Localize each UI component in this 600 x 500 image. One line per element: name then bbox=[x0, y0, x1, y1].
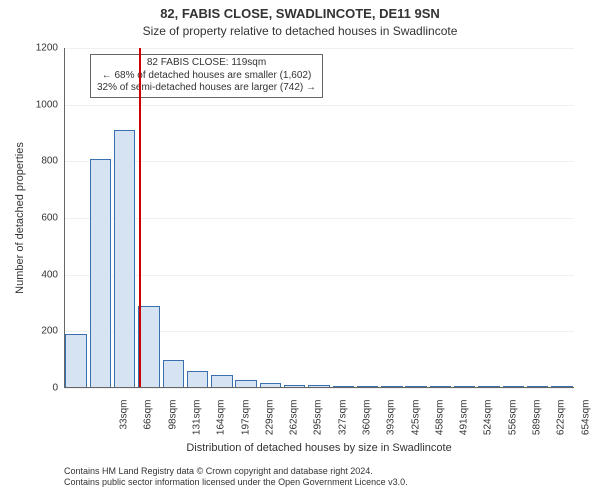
x-tick-label: 360sqm bbox=[362, 400, 373, 450]
footer-line1: Contains HM Land Registry data © Crown c… bbox=[64, 466, 408, 477]
histogram-bar bbox=[114, 130, 135, 388]
y-tick-label: 200 bbox=[24, 326, 58, 337]
x-tick-label: 66sqm bbox=[143, 400, 154, 450]
x-tick-label: 622sqm bbox=[556, 400, 567, 450]
x-tick-label: 98sqm bbox=[167, 400, 178, 450]
x-tick-label: 425sqm bbox=[410, 400, 421, 450]
x-tick-label: 295sqm bbox=[313, 400, 324, 450]
x-tick-label: 524sqm bbox=[483, 400, 494, 450]
footer-attribution: Contains HM Land Registry data © Crown c… bbox=[64, 466, 408, 489]
x-tick-label: 33sqm bbox=[119, 400, 130, 450]
x-tick-label: 556sqm bbox=[507, 400, 518, 450]
x-axis-line bbox=[64, 387, 574, 388]
y-tick-label: 400 bbox=[24, 269, 58, 280]
histogram-bar bbox=[163, 360, 184, 388]
y-axis-line bbox=[64, 48, 65, 388]
plot-area: 82 FABIS CLOSE: 119sqm ← 68% of detached… bbox=[64, 48, 574, 388]
x-tick-label: 327sqm bbox=[337, 400, 348, 450]
x-tick-label: 164sqm bbox=[216, 400, 227, 450]
histogram-bar bbox=[187, 371, 208, 388]
histogram-bar bbox=[65, 334, 86, 388]
x-tick-label: 197sqm bbox=[240, 400, 251, 450]
chart-title: 82, FABIS CLOSE, SWADLINCOTE, DE11 9SN bbox=[0, 6, 600, 21]
histogram-bar bbox=[90, 159, 111, 389]
reference-line bbox=[139, 48, 141, 388]
x-tick-label: 491sqm bbox=[459, 400, 470, 450]
gridline bbox=[64, 388, 574, 389]
y-tick-label: 600 bbox=[24, 213, 58, 224]
x-tick-label: 589sqm bbox=[532, 400, 543, 450]
x-tick-label: 654sqm bbox=[580, 400, 591, 450]
info-box: 82 FABIS CLOSE: 119sqm ← 68% of detached… bbox=[90, 54, 323, 98]
x-tick-label: 458sqm bbox=[434, 400, 445, 450]
y-tick-label: 1200 bbox=[24, 43, 58, 54]
x-tick-label: 393sqm bbox=[386, 400, 397, 450]
y-tick-label: 800 bbox=[24, 156, 58, 167]
chart-container: { "title_main": "82, FABIS CLOSE, SWADLI… bbox=[0, 0, 600, 500]
y-tick-label: 0 bbox=[24, 383, 58, 394]
footer-line2: Contains public sector information licen… bbox=[64, 477, 408, 488]
infobox-line2: ← 68% of detached houses are smaller (1,… bbox=[97, 70, 316, 83]
histogram-bar bbox=[138, 306, 159, 388]
x-tick-label: 229sqm bbox=[264, 400, 275, 450]
x-tick-label: 131sqm bbox=[192, 400, 203, 450]
x-tick-label: 262sqm bbox=[289, 400, 300, 450]
chart-subtitle: Size of property relative to detached ho… bbox=[0, 24, 600, 38]
y-tick-label: 1000 bbox=[24, 99, 58, 110]
infobox-line1: 82 FABIS CLOSE: 119sqm bbox=[97, 57, 316, 70]
infobox-line3: 32% of semi-detached houses are larger (… bbox=[97, 82, 316, 95]
